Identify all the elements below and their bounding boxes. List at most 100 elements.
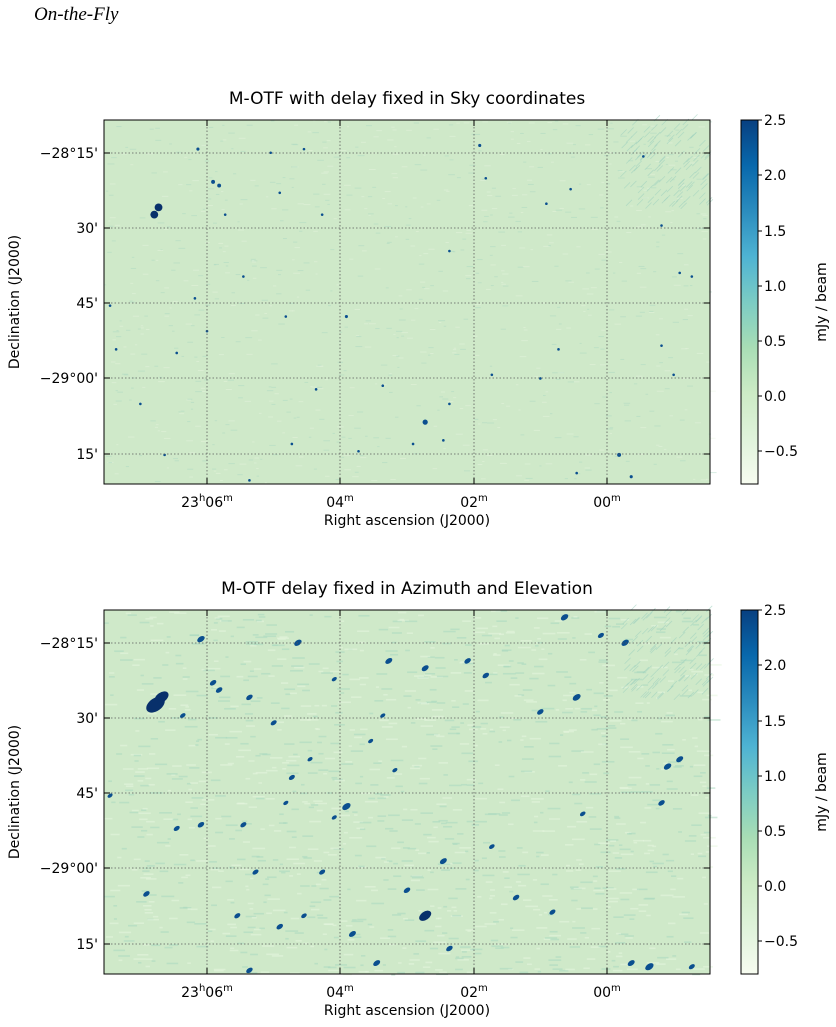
colorbar-tick-label: 1.0: [764, 769, 786, 785]
y-tick-label: 45': [76, 296, 98, 312]
radio-source: [545, 202, 548, 206]
x-tick-label: 00m: [593, 983, 621, 1001]
radio-source: [421, 665, 429, 672]
radio-source: [288, 774, 295, 781]
radio-source: [284, 315, 288, 318]
radio-source: [143, 891, 150, 897]
y-tick-label: 15': [76, 447, 98, 463]
radio-source: [209, 680, 217, 686]
radio-source: [442, 439, 445, 442]
radio-source: [690, 275, 694, 278]
radio-source: [645, 963, 654, 971]
coordinate-grid: [104, 610, 710, 974]
radio-source: [217, 183, 222, 188]
radio-source: [392, 767, 398, 773]
colorbar-tick-label: 0.5: [764, 824, 786, 840]
radio-source: [240, 822, 247, 828]
colorbar: [740, 119, 759, 485]
radio-source: [411, 442, 415, 446]
radio-source: [660, 224, 663, 227]
y-tick-label: 45': [76, 786, 98, 802]
radio-source: [246, 967, 253, 974]
radio-source: [307, 757, 313, 762]
colorbar: [740, 609, 759, 975]
colorbar-tick-label: 1.0: [764, 279, 786, 295]
radio-source: [154, 203, 163, 212]
x-tick-label: 02m: [460, 493, 488, 511]
panel-title: M-OTF delay fixed in Azimuth and Elevati…: [221, 579, 593, 599]
radio-source: [246, 694, 253, 701]
radio-source: [489, 844, 495, 849]
radio-source: [627, 960, 635, 967]
sky-fixed-panel: M-OTF with delay fixed in Sky coordinate…: [0, 80, 836, 540]
radio-source: [672, 373, 675, 377]
radio-source: [211, 179, 216, 184]
x-axis-label: Right ascension (J2000): [324, 513, 490, 529]
radio-source: [320, 213, 324, 216]
radio-source: [658, 800, 665, 806]
radio-source: [348, 930, 356, 937]
radio-source: [175, 351, 179, 355]
map-figure: M-OTF delay fixed in Azimuth and Elevati…: [7, 579, 830, 1019]
colorbar-tick-label: 0.0: [764, 879, 786, 895]
colorbar-tick-label: −0.5: [764, 934, 798, 950]
y-tick-label: 30': [76, 221, 98, 237]
y-axis-label: Declination (J2000): [7, 235, 23, 369]
radio-source: [242, 275, 245, 278]
radio-source: [269, 151, 272, 155]
x-tick-label: 02m: [460, 983, 488, 1001]
radio-source: [248, 479, 251, 482]
radio-source: [108, 304, 112, 307]
radio-source: [678, 271, 681, 275]
radio-source: [173, 825, 180, 831]
radio-source: [179, 713, 186, 718]
radio-source: [621, 639, 629, 646]
radio-sources: [107, 614, 695, 974]
colorbar-label: mJy / beam: [814, 262, 830, 341]
x-tick-label: 23h06m: [181, 983, 233, 1001]
radio-source: [234, 913, 241, 919]
radio-source: [597, 632, 604, 639]
radio-source: [290, 442, 294, 446]
colorbar-tick-label: 0.5: [764, 334, 786, 350]
radio-source: [197, 821, 205, 828]
colorbar-tick-label: 1.5: [764, 714, 786, 730]
radio-source: [464, 658, 471, 664]
radio-source: [537, 709, 544, 715]
radio-source: [557, 348, 560, 351]
radio-source: [617, 452, 622, 457]
radio-source: [331, 676, 337, 682]
radio-source: [579, 811, 586, 817]
coordinate-grid: [104, 120, 710, 484]
radio-source: [276, 923, 283, 930]
radio-source: [368, 738, 374, 744]
x-tick-label: 04m: [326, 493, 354, 511]
radio-source: [560, 614, 569, 621]
radio-source: [572, 693, 581, 701]
radio-source: [380, 713, 386, 718]
x-tick-label: 04m: [326, 983, 354, 1001]
x-tick-label: 00m: [593, 493, 621, 511]
radio-source: [344, 315, 348, 319]
y-tick-label: −29°00': [40, 861, 98, 877]
radio-sources: [108, 143, 694, 482]
radio-source: [660, 344, 663, 347]
colorbar-tick-label: 1.5: [764, 224, 786, 240]
radio-source: [478, 143, 482, 148]
y-tick-label: −28°15': [40, 146, 98, 162]
x-axis-label: Right ascension (J2000): [324, 1003, 490, 1019]
radio-source: [629, 475, 633, 479]
radio-source: [193, 297, 197, 300]
radio-source: [569, 187, 572, 191]
y-tick-label: −29°00': [40, 371, 98, 387]
radio-source: [357, 449, 360, 453]
radio-source: [154, 691, 169, 704]
running-header: On-the-Fly: [34, 4, 119, 25]
radio-source: [490, 373, 494, 377]
radio-source: [196, 147, 200, 151]
radio-source: [301, 913, 307, 919]
colorbar-tick-label: 2.0: [764, 168, 786, 184]
y-tick-label: 15': [76, 937, 98, 953]
colorbar-tick-label: −0.5: [764, 444, 798, 460]
colorbar-tick-label: 0.0: [764, 389, 786, 405]
